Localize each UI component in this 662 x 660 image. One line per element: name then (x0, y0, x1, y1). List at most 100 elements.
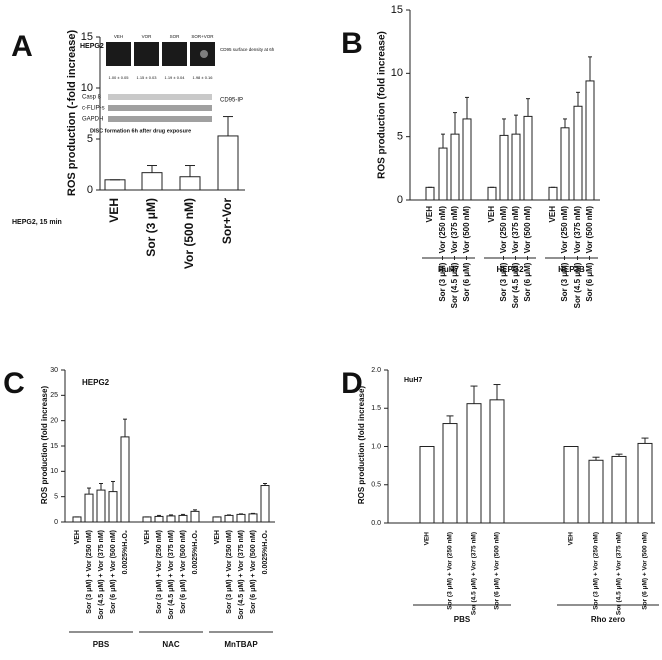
x-tick-label: Sor (6 μM) + Vor (500 nM) (494, 532, 501, 610)
y-tick-label: 0.0 (371, 520, 381, 527)
y-tick-label: 1.5 (371, 405, 381, 412)
y-tick-label: 10 (81, 82, 93, 94)
bar (425, 186, 435, 201)
bar (523, 115, 533, 201)
y-tick-label: 5 (54, 494, 58, 501)
bar (548, 186, 558, 201)
bar (637, 442, 653, 524)
bar (260, 485, 270, 523)
bar (72, 516, 82, 523)
bar (585, 80, 595, 201)
group-label: NAC (162, 640, 180, 649)
bar (462, 118, 472, 201)
bar (212, 516, 222, 523)
x-tick-label: Sor (4.5 μM) + Vor (375 nM) (98, 530, 105, 620)
bar (466, 403, 482, 524)
inset-column: VOR (142, 34, 153, 39)
bar (166, 515, 176, 523)
x-tick-label: VEH (487, 206, 496, 223)
x-tick-label: VEH (548, 206, 557, 223)
x-tick-label: 0.0025%H₂O₂ (192, 530, 199, 574)
y-tick-label: 15 (50, 443, 58, 450)
blot-caption: DISC formation 6h after drug exposure (90, 128, 191, 134)
bar (588, 459, 604, 524)
x-tick-label: Sor (6 μM) + Vor (500 nM) (110, 530, 117, 614)
y-tick-label: 10 (50, 468, 58, 475)
group-label: PBS (454, 615, 471, 624)
inset-title: HEPG2 (80, 43, 104, 50)
x-tick-label: Sor (6 μM) + Vor (500 nM) (523, 206, 532, 302)
blot-label: CD95-IP (220, 98, 243, 104)
y-axis-label: ROS production (-fold increase) (66, 30, 78, 197)
bar (489, 399, 505, 524)
inset-caption: CD95 surface density at 6h (220, 47, 275, 52)
bar (104, 179, 126, 191)
x-tick-label: Sor (4.5 μM) + Vor (375 nM) (471, 532, 478, 615)
bar (108, 491, 118, 523)
bar (224, 514, 234, 523)
x-tick-label: Sor (6 μM) + Vor (500 nM) (180, 530, 187, 614)
y-tick-label: 0 (87, 184, 93, 196)
y-tick-label: 15 (81, 31, 93, 43)
x-tick-label: Sor (3 μM) + Vor (250 nM) (86, 530, 93, 614)
x-tick-label: VEH (425, 206, 434, 223)
x-tick-label: Sor (6 μM) + Vor (500 nM) (642, 532, 649, 610)
bar (120, 436, 130, 523)
y-tick-label: 5 (397, 131, 403, 143)
x-tick-label: Sor (6 μM) + Vor (500 nM) (250, 530, 257, 614)
y-axis-label: ROS production (fold increase) (377, 31, 388, 179)
bar (511, 133, 521, 201)
x-tick-label: Sor (3 μM) + Vor (250 nM) (156, 530, 163, 614)
x-tick-label: VEH (74, 530, 81, 544)
bar (142, 516, 152, 523)
group-label: HEP3B (558, 265, 585, 274)
bar (573, 105, 583, 201)
x-tick-label: Sor (3 μM) (144, 198, 158, 257)
blot-row: Casp 8 (82, 95, 102, 101)
inset-column: SOR+VOR (191, 34, 214, 39)
x-tick-label: Sor (4.5 μM) + Vor (375 nM) (616, 532, 623, 615)
bar (190, 510, 200, 523)
y-tick-label: 0.5 (371, 482, 381, 489)
bar (217, 135, 239, 191)
y-tick-label: 1.0 (371, 443, 381, 450)
bar (179, 176, 201, 191)
y-axis-label: ROS production (fold increase) (357, 386, 366, 505)
y-tick-label: 10 (391, 67, 403, 79)
bar (438, 147, 448, 201)
y-tick-label: 20 (50, 418, 58, 425)
x-tick-label: VEH (424, 532, 431, 546)
x-tick-label: Sor (4.5 μM) + Vor (375 nM) (238, 530, 245, 620)
y-tick-label: 15 (391, 4, 403, 16)
x-tick-label: Sor (3 μM) + Vor (250 nM) (226, 530, 233, 614)
micrograph (134, 42, 159, 66)
bar (248, 513, 258, 523)
annotation: HuH7 (404, 377, 422, 384)
inset-density: 1.15 ± 0.03 (137, 75, 158, 80)
x-tick-label: Sor (3 μM) + Vor (250 nM) (499, 206, 508, 302)
x-tick-label: 0.0025%H₂O₂ (122, 530, 129, 574)
micrograph-spot (200, 50, 208, 58)
y-tick-label: 25 (50, 392, 58, 399)
bar (96, 489, 106, 523)
bar (84, 493, 94, 523)
x-tick-label: VEH (107, 198, 121, 223)
x-tick-label: Sor (3 μM) + Vor (250 nM) (438, 206, 447, 302)
panel-letter: A (11, 30, 33, 63)
y-axis-label: ROS production (fold increase) (40, 386, 49, 505)
x-tick-label: VEH (214, 530, 221, 544)
bar (178, 514, 188, 523)
group-label: Rho zero (591, 615, 625, 624)
micrograph (106, 42, 131, 66)
inset-column: VEH (114, 34, 123, 39)
group-label: HEPG2 (496, 265, 524, 274)
inset-density: 1.00 ± 0.05 (109, 75, 130, 80)
x-tick-label: Sor (6 μM) + Vor (500 nM) (462, 206, 471, 302)
x-tick-label: Sor (3 μM) + Vor (250 nM) (447, 532, 454, 610)
x-tick-label: Sor (3 μM) + Vor (250 nM) (560, 206, 569, 302)
bar (487, 186, 497, 201)
y-tick-label: 0 (397, 194, 403, 206)
panel-letter: B (341, 27, 363, 60)
bar (611, 455, 627, 524)
